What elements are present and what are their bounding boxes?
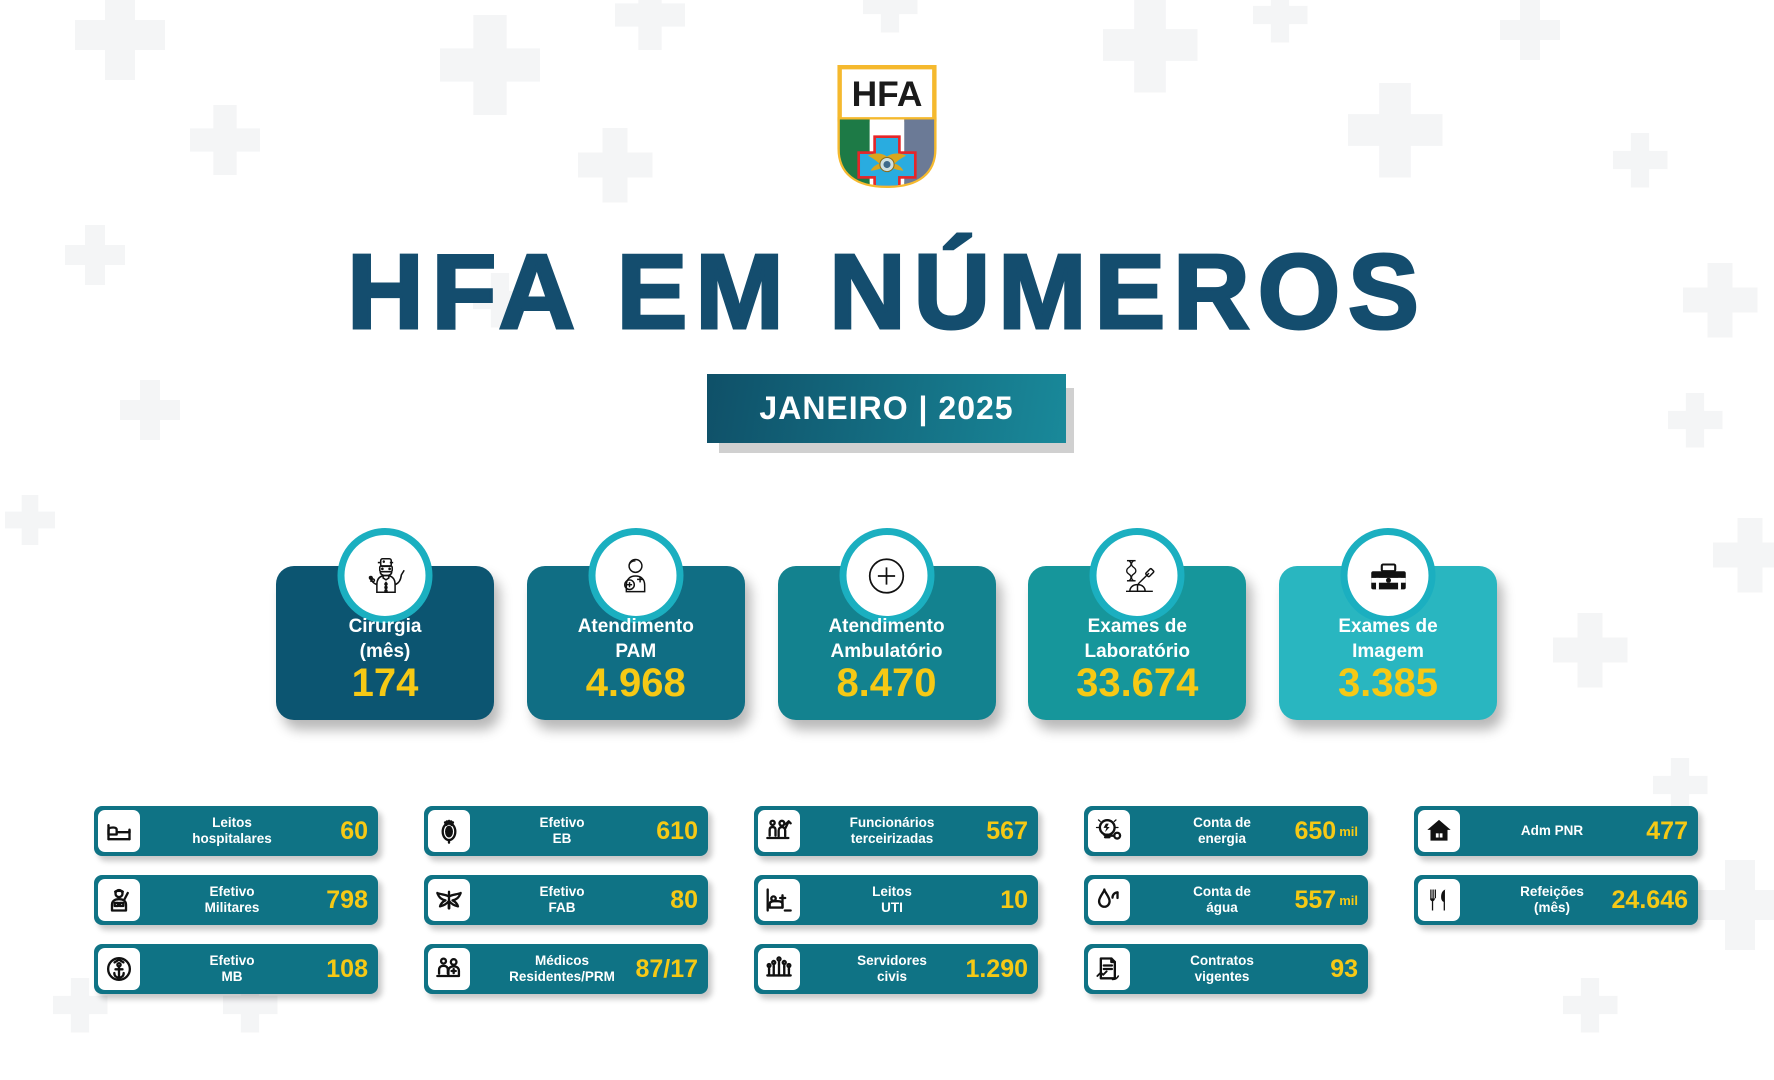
svg-text:HFA: HFA bbox=[852, 75, 923, 114]
